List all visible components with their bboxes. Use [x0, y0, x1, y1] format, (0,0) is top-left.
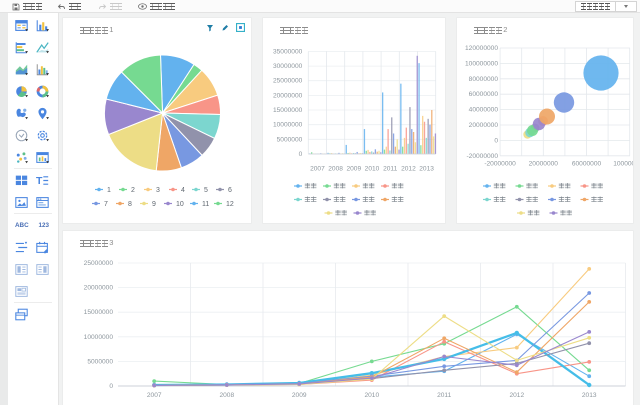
- svg-text:1: 1: [107, 187, 111, 194]
- svg-text:2012: 2012: [509, 392, 524, 399]
- svg-text:11: 11: [202, 201, 209, 208]
- svg-text:20000000: 20000000: [529, 161, 559, 168]
- svg-text:100000000: 100000000: [465, 60, 498, 67]
- svg-text:10000000: 10000000: [273, 122, 303, 129]
- svg-text:15000000: 15000000: [273, 107, 303, 114]
- svg-text:100000000: 100000000: [613, 161, 633, 168]
- svg-text:20000000: 20000000: [469, 122, 499, 129]
- svg-text:-20000000: -20000000: [484, 161, 516, 168]
- svg-text:2009: 2009: [292, 392, 307, 399]
- svg-text:5000000: 5000000: [87, 358, 113, 365]
- svg-text:25000000: 25000000: [273, 78, 303, 85]
- svg-text:2007: 2007: [147, 392, 162, 399]
- svg-text:T: T: [36, 175, 43, 187]
- svg-text:2008: 2008: [219, 392, 234, 399]
- svg-text:0: 0: [494, 137, 498, 144]
- svg-text:2011: 2011: [383, 166, 398, 173]
- svg-text:20000000: 20000000: [84, 285, 114, 292]
- svg-text:5000000: 5000000: [277, 136, 303, 143]
- svg-text:30000000: 30000000: [273, 63, 303, 70]
- svg-text:2011: 2011: [437, 392, 452, 399]
- svg-text:35000000: 35000000: [273, 48, 303, 55]
- svg-text:40000000: 40000000: [469, 107, 499, 114]
- svg-text:120000000: 120000000: [465, 45, 498, 52]
- svg-text:60000000: 60000000: [572, 161, 602, 168]
- svg-text:7: 7: [104, 201, 108, 208]
- svg-text:2012: 2012: [401, 166, 416, 173]
- svg-text:9: 9: [152, 201, 156, 208]
- svg-text:12: 12: [226, 201, 234, 208]
- svg-text:10000000: 10000000: [84, 334, 114, 341]
- svg-text:20000000: 20000000: [273, 92, 303, 99]
- svg-text:60000000: 60000000: [469, 91, 499, 98]
- svg-text:2008: 2008: [328, 166, 343, 173]
- svg-text:2010: 2010: [365, 166, 380, 173]
- svg-text:2013: 2013: [419, 166, 434, 173]
- svg-text:4: 4: [181, 187, 185, 194]
- svg-text:10: 10: [176, 201, 184, 208]
- svg-text:15000000: 15000000: [84, 309, 114, 316]
- svg-text:8: 8: [128, 201, 132, 208]
- svg-text:5: 5: [204, 187, 208, 194]
- svg-text:80000000: 80000000: [469, 76, 499, 83]
- svg-text:2010: 2010: [364, 392, 379, 399]
- svg-text:3: 3: [156, 187, 160, 194]
- svg-text:2013: 2013: [582, 392, 597, 399]
- svg-text:2: 2: [131, 187, 135, 194]
- svg-text:25000000: 25000000: [84, 260, 114, 267]
- svg-text:0: 0: [299, 151, 303, 158]
- svg-text:6: 6: [228, 187, 232, 194]
- svg-text:2007: 2007: [310, 166, 325, 173]
- svg-text:0: 0: [109, 383, 113, 390]
- svg-text:2009: 2009: [346, 166, 361, 173]
- svg-text:-20000000: -20000000: [466, 153, 498, 160]
